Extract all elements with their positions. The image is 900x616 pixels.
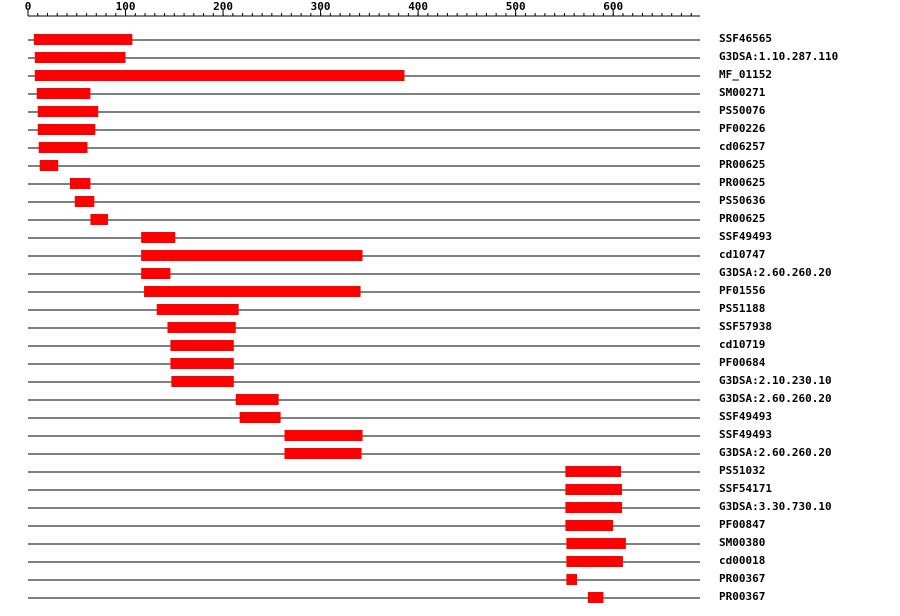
row-label: PF00684 [719, 356, 766, 369]
row-label: SSF46565 [719, 32, 772, 45]
row-label: G3DSA:2.60.260.20 [719, 392, 832, 405]
domain-bar [566, 538, 626, 549]
row-label: G3DSA:2.60.260.20 [719, 446, 832, 459]
domain-bar [565, 466, 621, 477]
row-label: PF00847 [719, 518, 765, 531]
row-label: SM00380 [719, 536, 765, 549]
domain-bar [36, 88, 91, 99]
row-label: SSF49493 [719, 410, 772, 423]
row-label: SSF49493 [719, 230, 772, 243]
domain-bar [170, 358, 234, 369]
row-label: cd00018 [719, 554, 765, 567]
domain-bar [90, 214, 108, 225]
domain-bar [566, 574, 578, 585]
row-label: PR00625 [719, 176, 765, 189]
domain-bar [284, 448, 362, 459]
row-label: cd06257 [719, 140, 765, 153]
row-label: PR00625 [719, 158, 765, 171]
row-label: PF01556 [719, 284, 766, 297]
row-label: SSF49493 [719, 428, 772, 441]
row-label: G3DSA:2.60.260.20 [719, 266, 832, 279]
row-label: PS51032 [719, 464, 765, 477]
domain-bar [37, 124, 96, 135]
row-label: PS50636 [719, 194, 766, 207]
row-label: SSF54171 [719, 482, 772, 495]
row-label: SM00271 [719, 86, 766, 99]
domain-bar [284, 430, 363, 441]
x-tick-label: 200 [213, 0, 233, 13]
domain-bar [144, 286, 361, 297]
domain-bar [74, 196, 95, 207]
domain-bar [141, 250, 363, 261]
row-label: PR00625 [719, 212, 765, 225]
domain-bar [34, 70, 405, 81]
domain-bar [38, 142, 88, 153]
domain-bar [565, 520, 614, 531]
row-label: G3DSA:1.10.287.110 [719, 50, 838, 63]
x-tick-label: 400 [408, 0, 428, 13]
domain-bar [141, 232, 176, 243]
row-label: cd10747 [719, 248, 765, 261]
row-label: G3DSA:3.30.730.10 [719, 500, 832, 513]
x-tick-label: 0 [25, 0, 32, 13]
row-label: PR00367 [719, 572, 765, 585]
domain-bar [239, 412, 281, 423]
row-label: PS51188 [719, 302, 765, 315]
x-tick-label: 600 [603, 0, 623, 13]
row-label: PR00367 [719, 590, 765, 603]
domain-bar [37, 106, 99, 117]
domain-bar [170, 340, 234, 351]
x-tick-label: 300 [311, 0, 331, 13]
domain-bar [171, 376, 234, 387]
row-label: PS50076 [719, 104, 766, 117]
row-label: cd10719 [719, 338, 765, 351]
domain-bar [565, 502, 622, 513]
row-label: SSF57938 [719, 320, 772, 333]
domain-bar [34, 52, 126, 63]
domain-bar [33, 34, 133, 45]
domain-bar [141, 268, 171, 279]
domain-bar [566, 556, 623, 567]
domain-bar [235, 394, 279, 405]
domain-bar [565, 484, 622, 495]
row-label: MF_01152 [719, 68, 772, 81]
domain-bar [39, 160, 59, 171]
domain-bar [69, 178, 91, 189]
domain-bar [587, 592, 604, 603]
domain-bar [156, 304, 239, 315]
x-tick-label: 100 [116, 0, 136, 13]
x-tick-label: 500 [506, 0, 526, 13]
row-label: PF00226 [719, 122, 766, 135]
row-label: G3DSA:2.10.230.10 [719, 374, 832, 387]
domain-bar [167, 322, 236, 333]
